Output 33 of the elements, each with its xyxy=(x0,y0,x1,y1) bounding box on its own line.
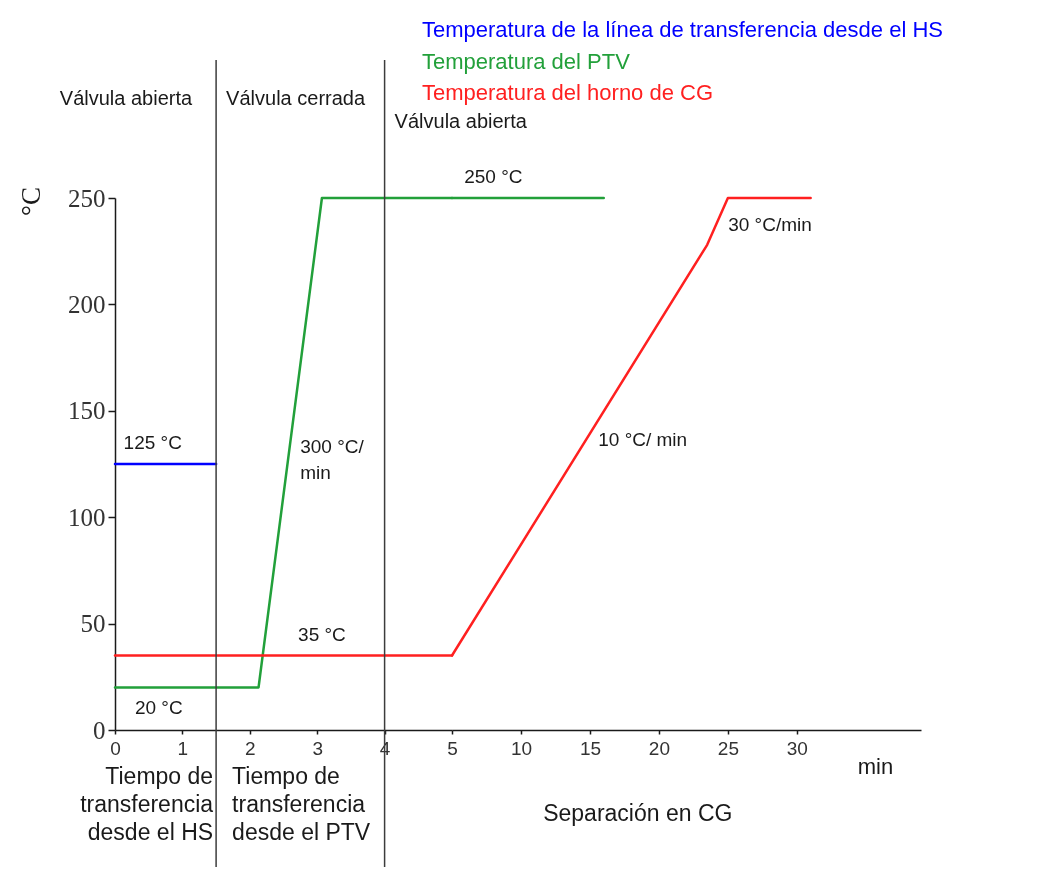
annotation: 10 °C/ min xyxy=(598,428,688,450)
y-tick-label: 50 xyxy=(80,610,106,638)
x-tick-label: 20 xyxy=(648,737,670,759)
annotation: 20 °C xyxy=(134,697,183,719)
text: Válvula abierta xyxy=(394,110,528,132)
x-tick-label: 5 xyxy=(447,737,458,759)
x-axis-title: min xyxy=(857,753,894,779)
y-axis-title: °C xyxy=(15,187,46,216)
annotation: 35 °C xyxy=(298,623,346,645)
text: Temperatura de la línea de transferencia desde el HS xyxy=(422,17,943,42)
text: Válvula abierta xyxy=(59,87,193,109)
annotation: 300 °C/ min xyxy=(300,435,365,483)
y-tick-label: 150 xyxy=(68,397,106,425)
x-tick-label: 1 xyxy=(177,737,189,759)
text: Separación en CG xyxy=(543,800,733,826)
x-tick-label: 10 xyxy=(510,737,533,759)
annotation: 125 °C xyxy=(123,432,182,453)
annotation: 250 °C xyxy=(464,166,523,187)
x-tick-label: 15 xyxy=(579,737,602,759)
x-tick-label: 2 xyxy=(245,737,256,759)
x-tick-label: 25 xyxy=(717,737,739,759)
text: Tiempo de transferencia desde el HS xyxy=(80,763,214,845)
y-tick-label: 100 xyxy=(68,503,106,531)
y-tick-label: 200 xyxy=(68,290,106,318)
y-tick-label: 250 xyxy=(68,184,106,212)
text: Válvula cerrada xyxy=(226,87,366,109)
text: Tiempo de transferencia desde el PTV xyxy=(232,763,371,845)
text: Temperatura del PTV xyxy=(422,48,631,74)
annotation: 30 °C/min xyxy=(728,213,812,235)
x-tick-label: 30 xyxy=(786,737,808,759)
text: Temperatura del horno de CG xyxy=(422,80,714,105)
x-tick-label: 3 xyxy=(312,737,323,759)
x-tick-label: 0 xyxy=(110,737,121,759)
